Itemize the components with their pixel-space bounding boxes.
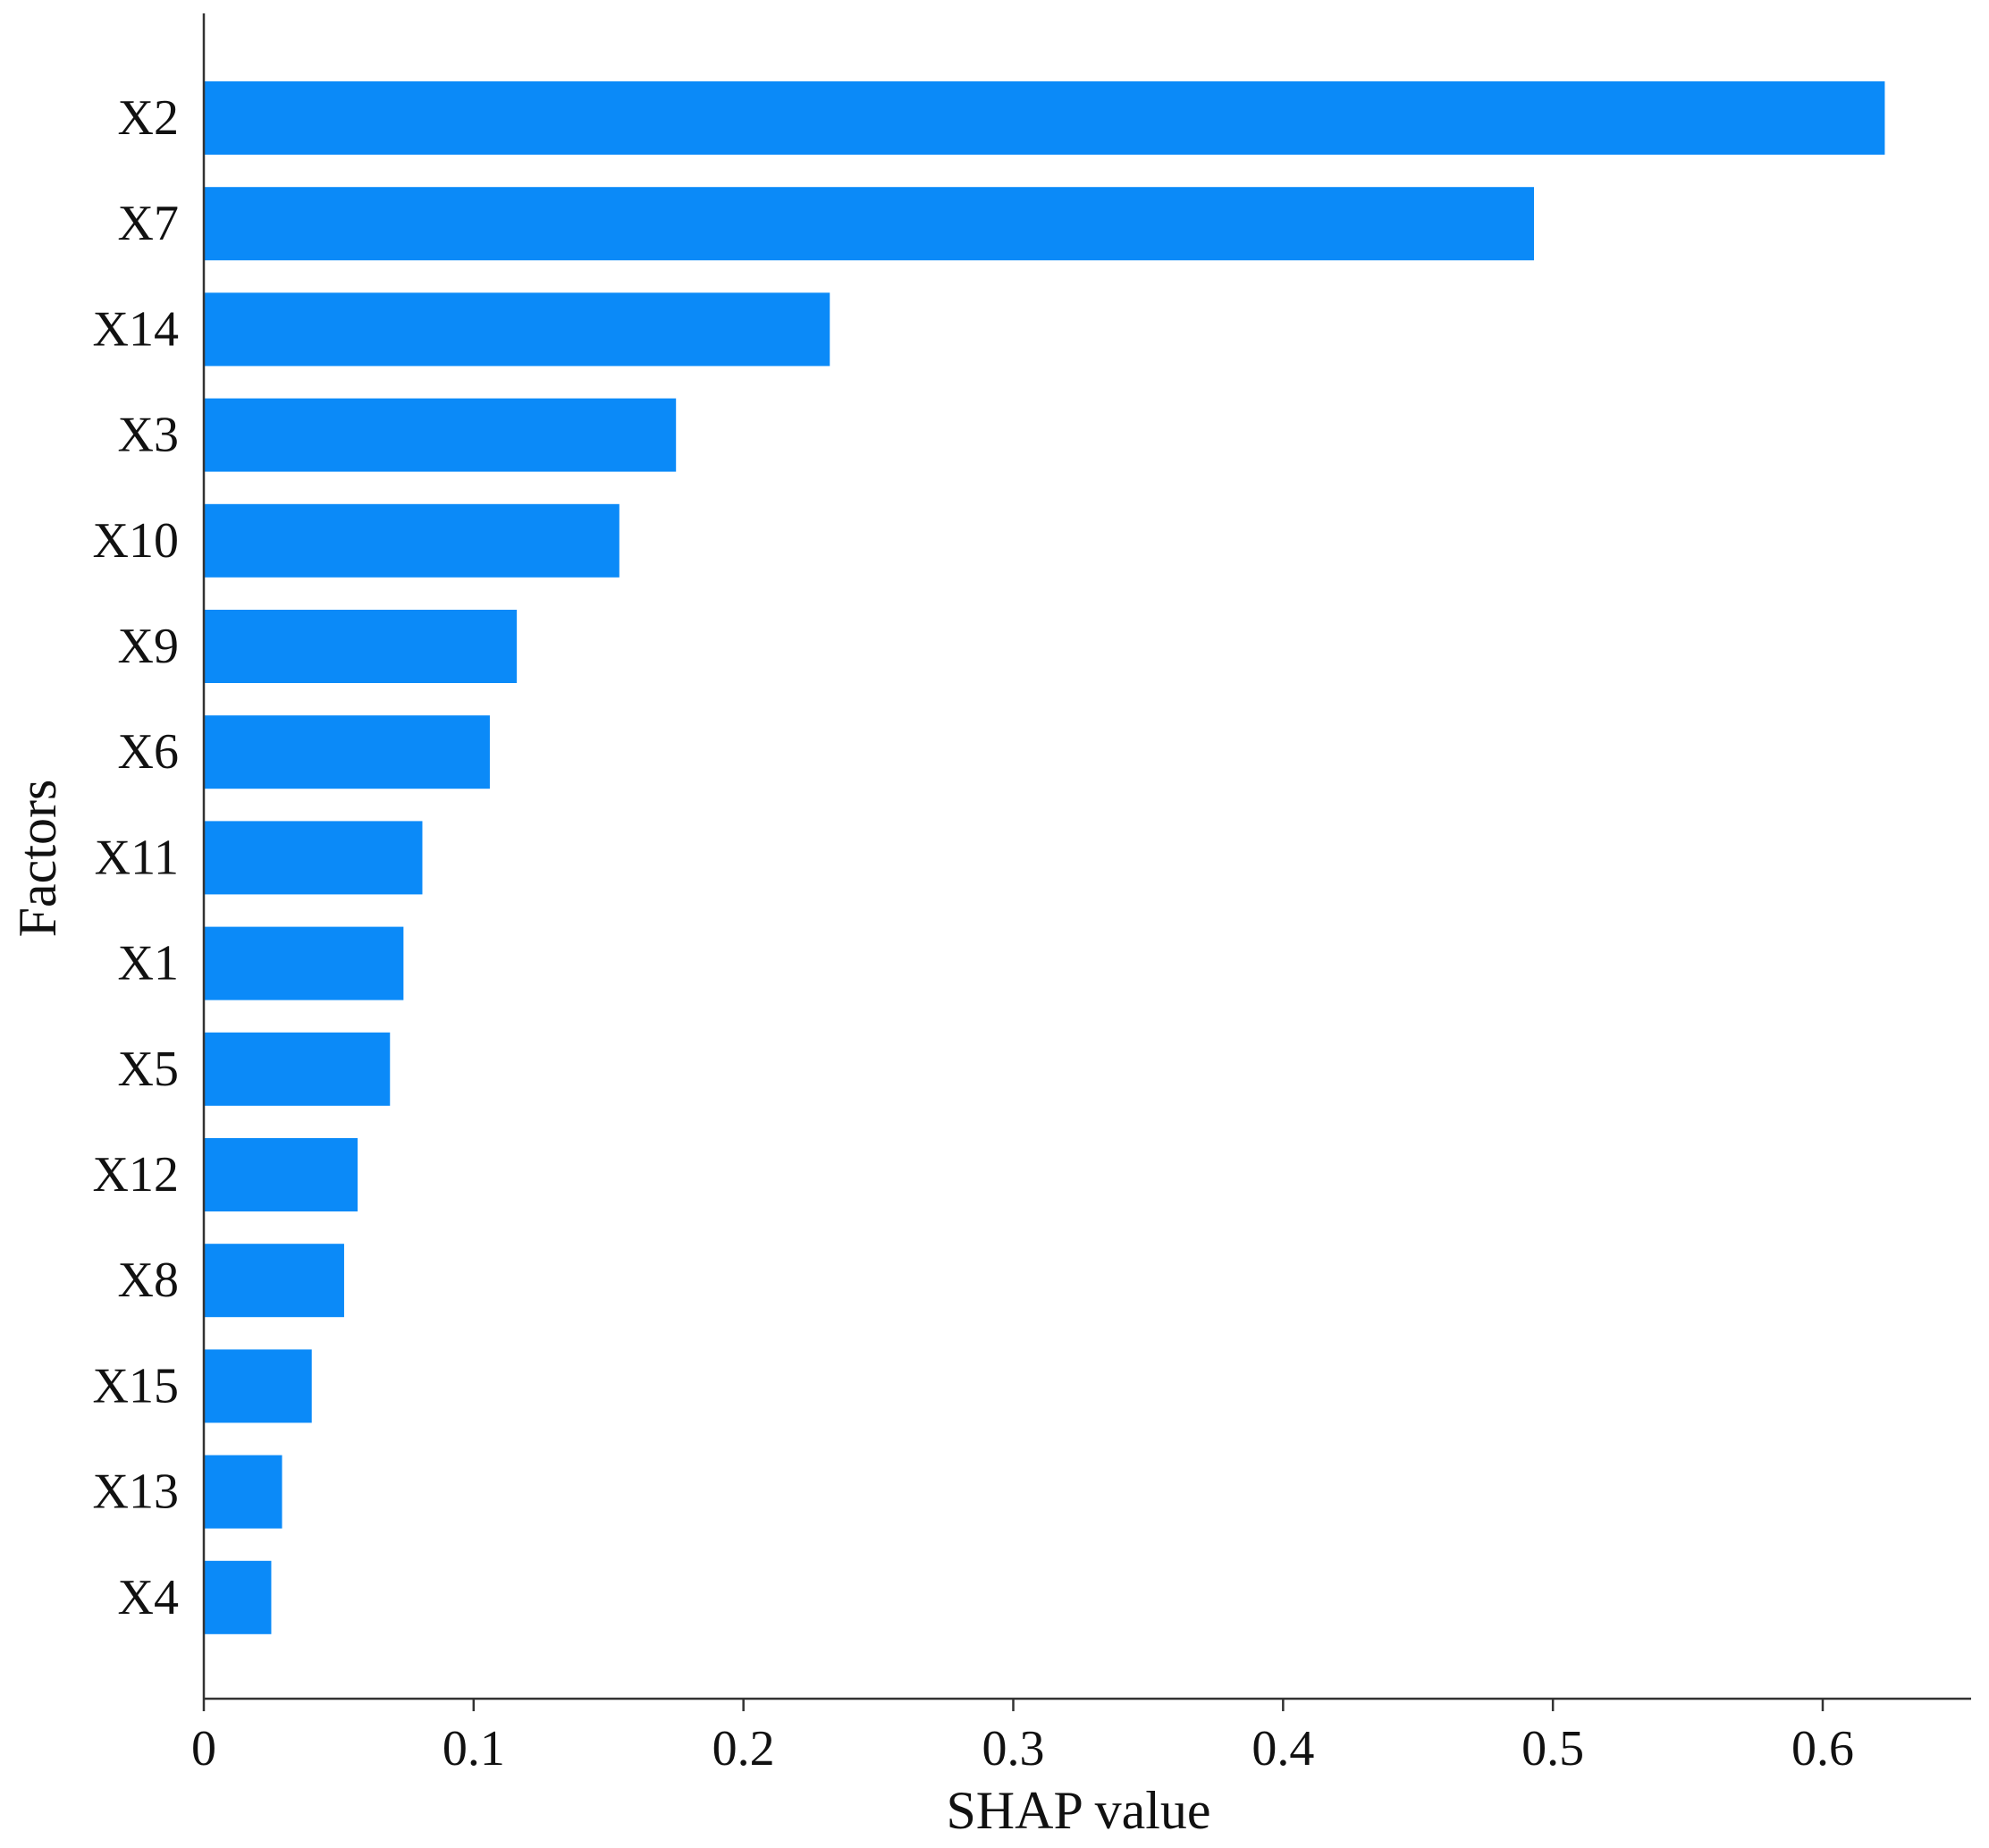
y-tick-label-x3: X3	[118, 408, 179, 463]
bars-group	[204, 81, 1885, 1634]
bar-x1	[204, 926, 404, 1000]
x-tick-label: 0	[191, 1721, 216, 1776]
bar-x8	[204, 1244, 344, 1318]
y-tick-label-x8: X8	[118, 1253, 179, 1308]
bar-x13	[204, 1455, 282, 1529]
bar-x11	[204, 821, 423, 895]
y-tick-label-x6: X6	[118, 724, 179, 780]
bar-x2	[204, 81, 1885, 155]
y-tick-label-x12: X12	[93, 1147, 179, 1202]
bar-x3	[204, 398, 677, 472]
bar-x15	[204, 1349, 312, 1423]
y-tick-label-x1: X1	[118, 936, 179, 992]
x-tick-label: 0.3	[982, 1721, 1044, 1776]
bar-x9	[204, 610, 518, 683]
y-tick-label-x11: X11	[95, 830, 179, 885]
x-tick-label: 0.6	[1791, 1721, 1854, 1776]
bar-x5	[204, 1032, 391, 1106]
y-tick-label-x7: X7	[118, 196, 179, 251]
bar-x10	[204, 503, 619, 578]
y-tick-label-x13: X13	[93, 1464, 179, 1520]
y-tick-labels: X2 X7 X14 X3 X10 X9 X6 X11 X1 X5 X12 X8 X15 X13 X4	[93, 90, 179, 1625]
x-axis-title: SHAP value	[946, 1781, 1210, 1840]
x-tick-label: 0.2	[712, 1721, 775, 1776]
y-tick-label-x4: X4	[118, 1570, 179, 1625]
bar-x7	[204, 187, 1535, 261]
x-tick-label: 0.5	[1521, 1721, 1584, 1776]
y-tick-label-x5: X5	[118, 1042, 179, 1097]
y-tick-label-x15: X15	[93, 1358, 179, 1413]
x-tick-label: 0.4	[1252, 1721, 1314, 1776]
bar-x4	[204, 1560, 272, 1634]
y-tick-label-x14: X14	[93, 301, 179, 357]
bar-x12	[204, 1138, 358, 1211]
y-tick-label-x9: X9	[118, 619, 179, 674]
y-axis-title: Factors	[8, 780, 67, 938]
bar-x14	[204, 292, 830, 367]
y-tick-label-x10: X10	[93, 513, 179, 569]
x-tick-label: 0.1	[442, 1721, 505, 1776]
x-ticks: 0 0.1 0.2 0.3 0.4 0.5 0.6	[191, 1699, 1854, 1776]
y-tick-label-x2: X2	[118, 90, 179, 146]
bar-x6	[204, 715, 490, 789]
